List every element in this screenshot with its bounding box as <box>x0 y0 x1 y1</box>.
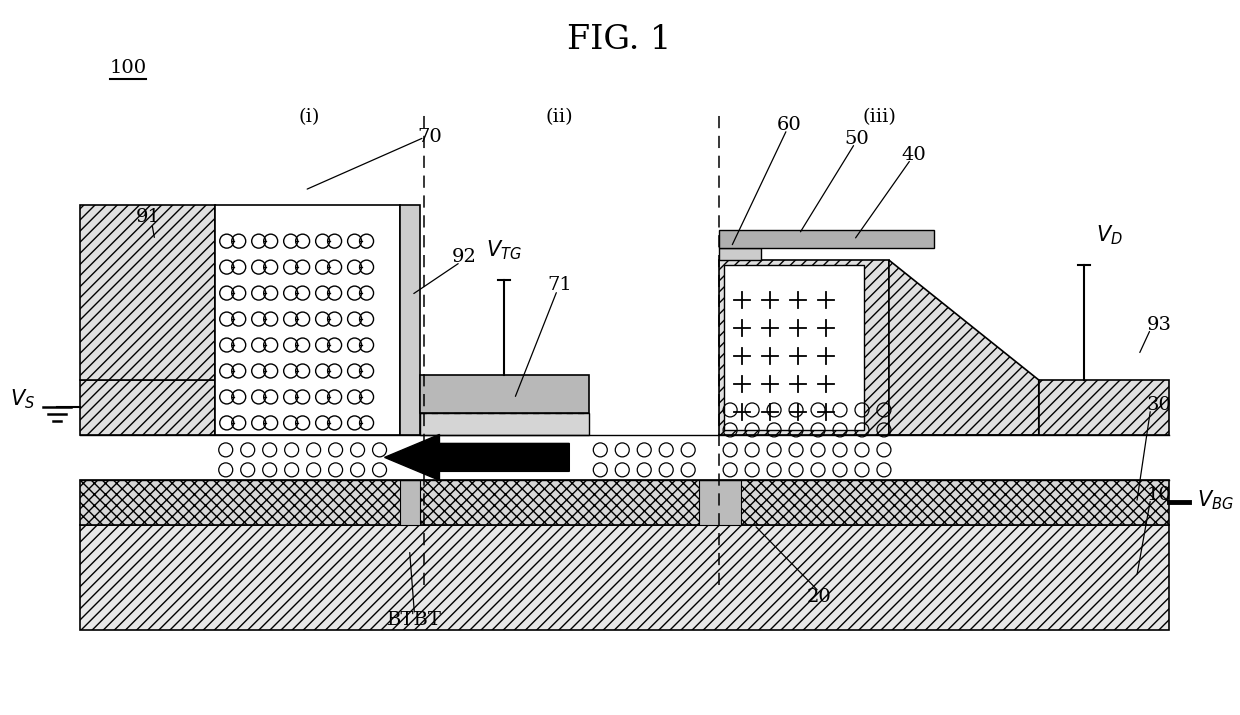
Polygon shape <box>79 205 215 380</box>
Text: $V_{BG}$: $V_{BG}$ <box>1197 488 1234 512</box>
Text: 50: 50 <box>844 130 869 148</box>
Bar <box>215 205 399 435</box>
Polygon shape <box>889 260 1039 435</box>
Bar <box>724 265 864 430</box>
Text: (i): (i) <box>299 108 320 127</box>
Text: 10: 10 <box>1147 485 1172 504</box>
Text: $V_S$: $V_S$ <box>10 388 35 411</box>
Text: 92: 92 <box>453 248 477 266</box>
Text: (ii): (ii) <box>546 108 573 127</box>
Bar <box>699 480 742 525</box>
Text: (iii): (iii) <box>862 108 895 127</box>
Text: 71: 71 <box>547 276 572 294</box>
Text: 60: 60 <box>776 117 801 134</box>
Polygon shape <box>79 380 215 435</box>
Bar <box>719 248 761 260</box>
Polygon shape <box>215 205 399 380</box>
Text: 70: 70 <box>417 128 441 147</box>
Text: $V_D$: $V_D$ <box>1096 224 1122 247</box>
Text: FIG. 1: FIG. 1 <box>567 24 671 56</box>
Bar <box>79 480 1168 525</box>
Bar <box>1039 380 1168 435</box>
Bar <box>79 525 1168 630</box>
Bar <box>419 375 589 413</box>
Polygon shape <box>215 380 399 435</box>
Text: 100: 100 <box>109 59 146 77</box>
Polygon shape <box>719 260 889 435</box>
Text: 93: 93 <box>1147 316 1172 334</box>
Bar <box>399 480 419 525</box>
FancyArrow shape <box>384 435 569 480</box>
Text: 40: 40 <box>901 147 926 164</box>
Text: 20: 20 <box>807 588 831 606</box>
Text: 91: 91 <box>135 208 160 226</box>
Text: BTBT: BTBT <box>387 611 441 628</box>
Text: 30: 30 <box>1147 396 1172 414</box>
Bar <box>719 230 934 248</box>
Text: $V_{TG}$: $V_{TG}$ <box>486 239 522 262</box>
Bar <box>399 205 419 435</box>
Bar <box>419 413 589 435</box>
